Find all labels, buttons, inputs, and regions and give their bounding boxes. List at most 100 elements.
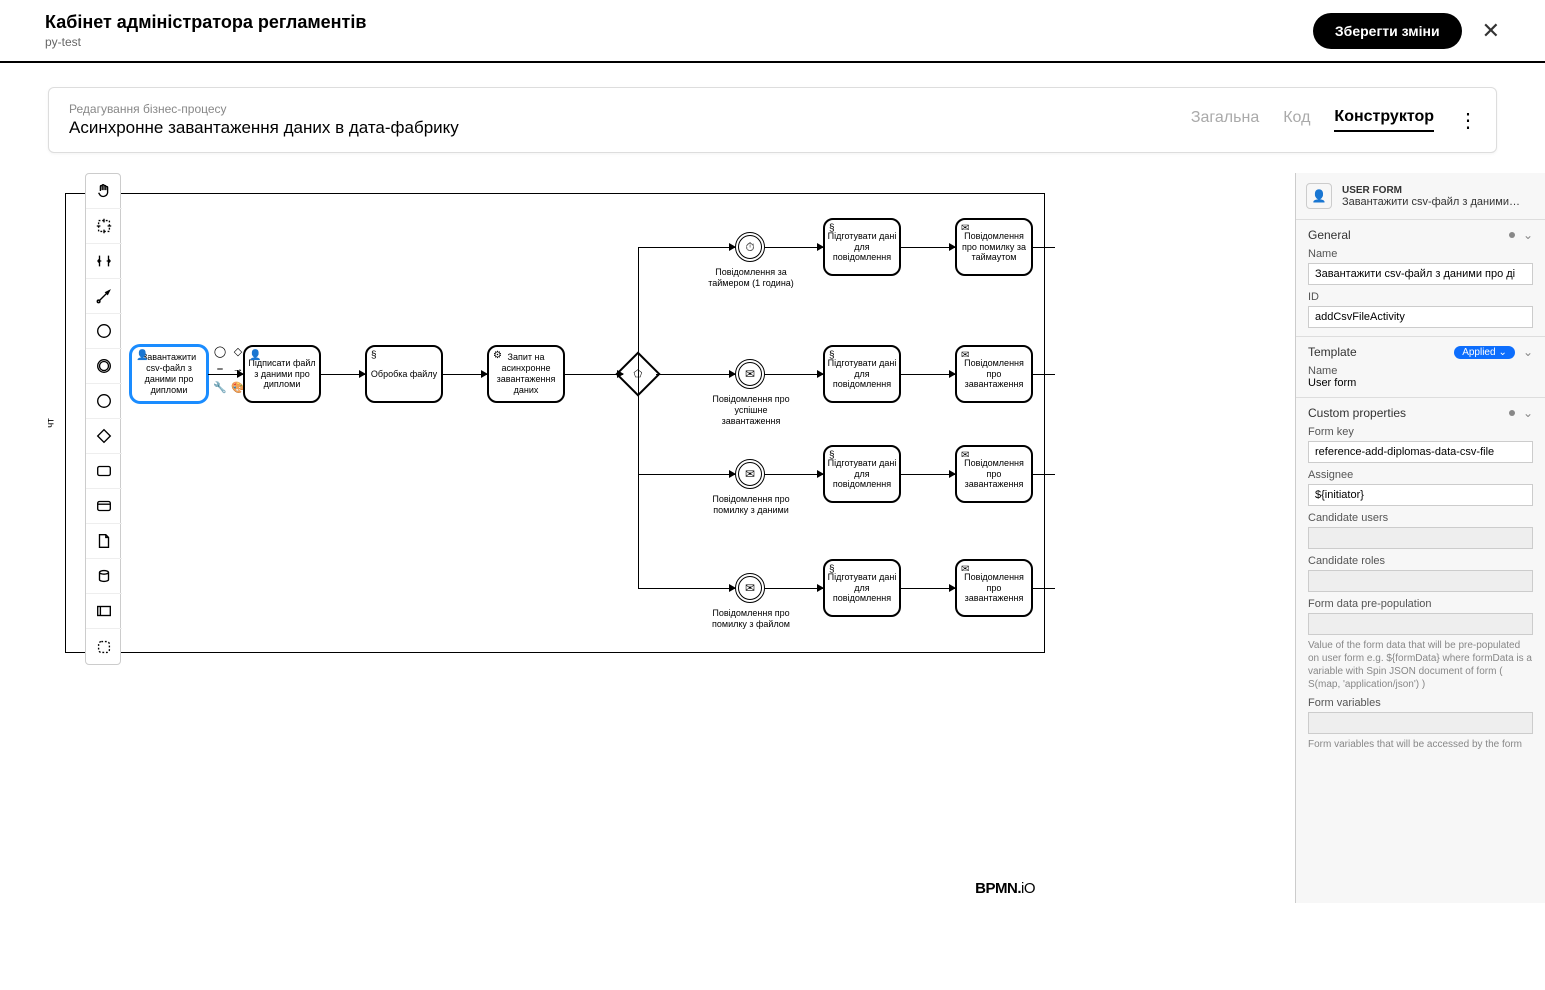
script-icon: § — [829, 450, 835, 462]
close-icon[interactable]: ✕ — [1482, 18, 1500, 44]
section-general: General ⌄ Name ID — [1296, 220, 1545, 337]
connector — [901, 374, 955, 375]
dot-icon — [1509, 410, 1515, 416]
tool-connect[interactable] — [86, 279, 122, 314]
chevron-down-icon: ⌄ — [1523, 406, 1533, 420]
section-head-template[interactable]: Template Applied ⌄⌄ — [1308, 345, 1533, 359]
envelope-icon: ✉ — [961, 450, 969, 462]
props-name: Завантажити csv-файл з даними пр... — [1342, 196, 1522, 208]
tab-code[interactable]: Код — [1283, 109, 1310, 131]
applied-badge[interactable]: Applied ⌄ — [1454, 346, 1515, 359]
task-async-request[interactable]: ⚙ Запит на асинхронне завантаження даних — [487, 345, 565, 403]
task-prepare-3[interactable]: §Підготувати дані для повідомлення — [823, 445, 901, 503]
task-label: Підготувати дані для повідомлення — [827, 231, 897, 263]
input-cand-roles[interactable] — [1308, 570, 1533, 592]
task-process-file[interactable]: § Обробка файлу — [365, 345, 443, 403]
tool-task[interactable] — [86, 454, 122, 489]
event-data-error-label: Повідомлення про помилку з даними — [706, 494, 796, 516]
connector — [901, 247, 955, 248]
arrow-icon — [481, 370, 488, 378]
panel-left: Редагування бізнес-процесу Асинхронне за… — [69, 102, 459, 138]
tool-start-event[interactable] — [86, 314, 122, 349]
tab-general[interactable]: Загальна — [1191, 109, 1259, 131]
properties-panel: 👤 USER FORM Завантажити csv-файл з даним… — [1295, 173, 1545, 903]
input-assignee[interactable] — [1308, 484, 1533, 506]
envelope-icon: ✉ — [961, 223, 969, 235]
label-vars: Form variables — [1308, 697, 1533, 709]
connector — [1033, 588, 1055, 589]
user-icon: 👤 — [136, 350, 148, 362]
script-icon: § — [829, 223, 835, 235]
connector — [638, 247, 735, 248]
task-label: Повідомлення про завантаження — [959, 458, 1029, 490]
tool-data-object[interactable] — [86, 524, 122, 559]
section-head-custom[interactable]: Custom properties ⌄ — [1308, 406, 1533, 420]
tool-palette — [85, 173, 121, 665]
tool-data-store[interactable] — [86, 489, 122, 524]
canvas-wrap: чт 👤 Завантажити csv-файл з даними про д… — [0, 173, 1295, 903]
app-header: Кабінет адміністратора регламентів py-te… — [0, 0, 1545, 63]
hint-vars: Form variables that will be accessed by … — [1308, 738, 1533, 751]
connector — [1033, 247, 1055, 248]
task-prepare-4[interactable]: §Підготувати дані для повідомлення — [823, 559, 901, 617]
tool-database[interactable] — [86, 559, 122, 594]
tool-hand[interactable] — [86, 174, 122, 209]
ctx-wrench[interactable]: 🔧 — [212, 379, 228, 395]
more-menu-icon[interactable]: ⋮ — [1458, 108, 1476, 133]
connector — [638, 247, 639, 374]
event-file-error[interactable]: ✉ — [735, 573, 765, 603]
input-name[interactable] — [1308, 263, 1533, 285]
tool-end-event[interactable] — [86, 384, 122, 419]
task-prepare-2[interactable]: §Підготувати дані для повідомлення — [823, 345, 901, 403]
props-type: USER FORM — [1342, 185, 1522, 196]
user-icon: 👤 — [249, 350, 261, 362]
label-cand-users: Candidate users — [1308, 512, 1533, 524]
task-notify-4[interactable]: ✉Повідомлення про завантаження — [955, 559, 1033, 617]
tool-group[interactable] — [86, 629, 122, 664]
tool-space[interactable] — [86, 244, 122, 279]
event-success-label: Повідомлення про успішне завантаження — [706, 394, 796, 426]
input-cand-users[interactable] — [1308, 527, 1533, 549]
event-data-error[interactable]: ✉ — [735, 459, 765, 489]
save-button[interactable]: Зберегти зміни — [1313, 13, 1462, 49]
tool-lasso[interactable] — [86, 209, 122, 244]
section-title: Template — [1308, 345, 1357, 359]
event-success[interactable]: ✉ — [735, 359, 765, 389]
arrow-icon — [359, 370, 366, 378]
breadcrumb: Редагування бізнес-процесу — [69, 102, 459, 116]
task-prepare-1[interactable]: §Підготувати дані для повідомлення — [823, 218, 901, 276]
logo-text: BPMN. — [975, 880, 1021, 897]
section-title: Custom properties — [1308, 406, 1406, 420]
input-formkey[interactable] — [1308, 441, 1533, 463]
connector — [638, 588, 735, 589]
tool-pool[interactable] — [86, 594, 122, 629]
arrow-icon — [949, 243, 956, 251]
task-label: Підписати файл з даними про дипломи — [247, 358, 317, 390]
arrow-icon — [729, 470, 736, 478]
arrow-icon — [617, 370, 624, 378]
connector — [1033, 374, 1055, 375]
input-vars[interactable] — [1308, 712, 1533, 734]
tool-gateway[interactable] — [86, 419, 122, 454]
process-title: Асинхронне завантаження даних в дата-фаб… — [69, 118, 459, 138]
connector — [638, 374, 639, 588]
task-notify-2[interactable]: ✉Повідомлення про завантаження — [955, 345, 1033, 403]
label-formkey: Form key — [1308, 426, 1533, 438]
section-head-general[interactable]: General ⌄ — [1308, 228, 1533, 242]
input-id[interactable] — [1308, 306, 1533, 328]
connector — [565, 374, 623, 375]
bpmn-canvas[interactable]: чт 👤 Завантажити csv-файл з даними про д… — [0, 173, 1295, 903]
arrow-icon — [817, 243, 824, 251]
event-timer[interactable]: ⏱ — [735, 232, 765, 262]
arrow-icon — [729, 584, 736, 592]
tab-constructor[interactable]: Конструктор — [1334, 108, 1434, 132]
hint-prepop: Value of the form data that will be pre-… — [1308, 639, 1533, 691]
task-load-csv[interactable]: 👤 Завантажити csv-файл з даними про дипл… — [130, 345, 208, 403]
ctx-event[interactable]: ◯ — [212, 343, 228, 359]
task-notify-1[interactable]: ✉Повідомлення про помилку за таймаутом — [955, 218, 1033, 276]
tool-intermediate-event[interactable] — [86, 349, 122, 384]
task-notify-3[interactable]: ✉Повідомлення про завантаження — [955, 445, 1033, 503]
arrow-icon — [949, 370, 956, 378]
input-prepop[interactable] — [1308, 613, 1533, 635]
task-sign-file[interactable]: 👤 Підписати файл з даними про дипломи — [243, 345, 321, 403]
